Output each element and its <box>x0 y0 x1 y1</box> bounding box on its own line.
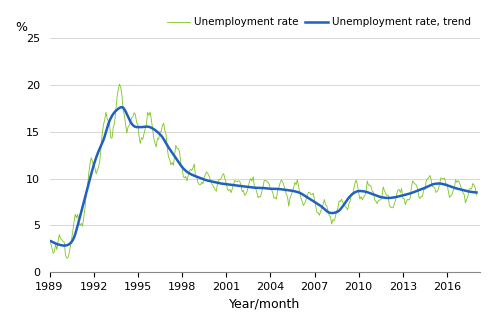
Unemployment rate, trend <box>474 190 480 194</box>
Unemployment rate <box>234 180 240 183</box>
Unemployment rate, trend <box>119 105 125 109</box>
Unemployment rate <box>474 193 480 197</box>
Unemployment rate, trend <box>365 191 371 195</box>
Unemployment rate <box>319 205 325 209</box>
Unemployment rate, trend <box>403 193 409 196</box>
Unemployment rate, trend <box>47 239 52 243</box>
Text: %: % <box>15 21 27 34</box>
Unemployment rate, trend <box>234 184 240 188</box>
Unemployment rate <box>116 82 122 86</box>
X-axis label: Year/month: Year/month <box>229 297 300 310</box>
Unemployment rate, trend <box>296 190 301 194</box>
Unemployment rate <box>403 199 409 203</box>
Unemployment rate <box>296 185 301 188</box>
Unemployment rate, trend <box>61 244 67 247</box>
Unemployment rate, trend <box>319 205 325 209</box>
Unemployment rate <box>365 183 371 187</box>
Line: Unemployment rate, trend: Unemployment rate, trend <box>50 107 477 245</box>
Unemployment rate <box>306 190 312 194</box>
Line: Unemployment rate: Unemployment rate <box>50 84 477 258</box>
Unemployment rate <box>64 256 70 260</box>
Legend: Unemployment rate, Unemployment rate, trend: Unemployment rate, Unemployment rate, tr… <box>163 13 475 32</box>
Unemployment rate <box>47 241 52 245</box>
Unemployment rate, trend <box>306 197 312 201</box>
